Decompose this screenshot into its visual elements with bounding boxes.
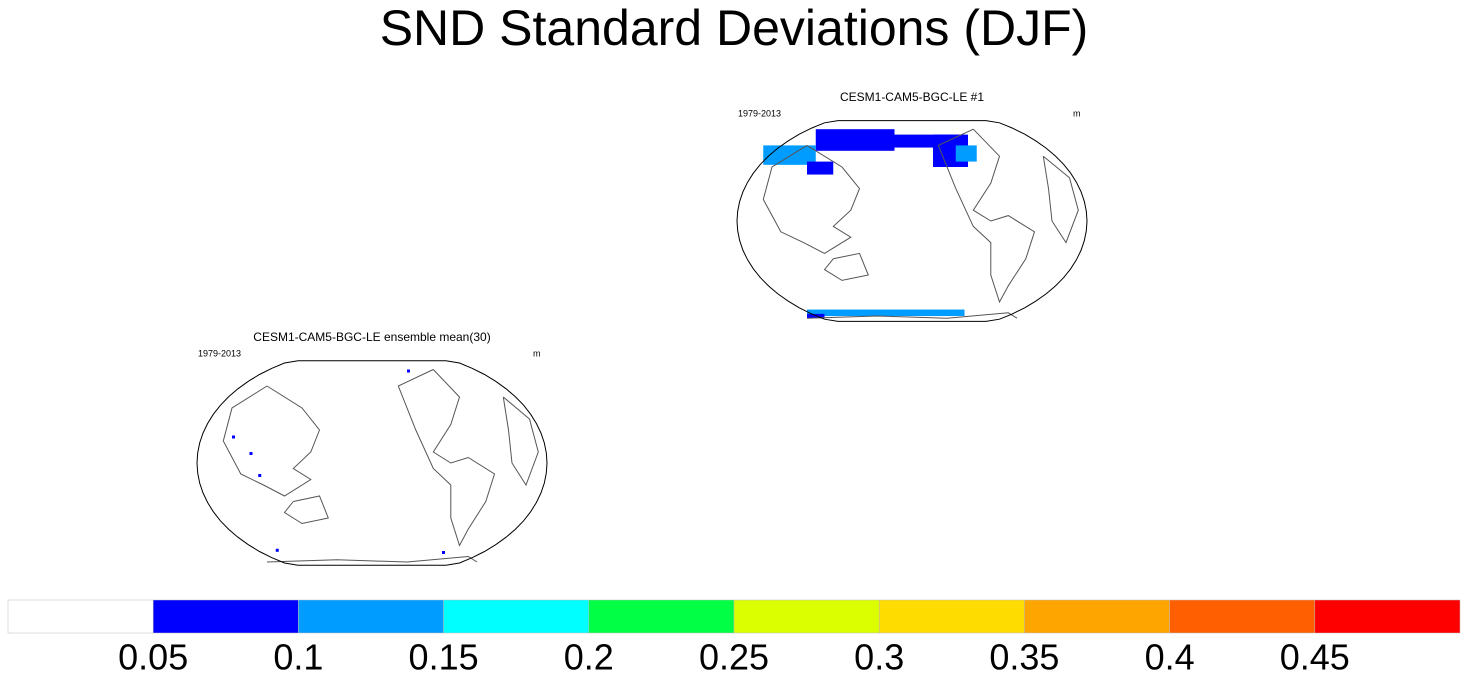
snow-patch: [275, 548, 279, 552]
colorbar-label: 0.2: [564, 637, 614, 678]
colorbar-label: 0.25: [699, 637, 769, 678]
figure-title: SND Standard Deviations (DJF): [380, 0, 1089, 56]
snow-patch: [232, 435, 235, 439]
snow-patch: [407, 369, 410, 373]
coastline: [266, 555, 478, 563]
map-outline: [736, 120, 1088, 322]
colorbar-box: [733, 599, 880, 634]
panel-right-label: m: [533, 348, 541, 358]
snow-patch: [815, 129, 895, 151]
colorbar-box: [1314, 599, 1461, 634]
snow-patch: [442, 551, 445, 554]
colorbar-box: [588, 599, 735, 634]
colorbar-box: [878, 599, 1025, 634]
colorbar-label: 0.1: [273, 637, 323, 678]
snow-patch: [763, 145, 816, 165]
colorbar-label: 0.05: [118, 637, 188, 678]
snow-patch: [807, 309, 965, 317]
map-outline: [196, 360, 548, 566]
colorbar-label: 0.4: [1145, 637, 1195, 678]
colorbar-box: [443, 599, 590, 634]
snow-patch: [249, 452, 253, 455]
coastline: [283, 495, 329, 525]
coastline: [1042, 155, 1079, 244]
coastline: [937, 128, 1036, 304]
colorbar-box: [152, 599, 299, 634]
coastline: [762, 144, 861, 254]
map-panel: CESM1-CAM5-BGC-LE #1 1979-2013 m: [736, 90, 1088, 322]
panel-title: CESM1-CAM5-BGC-LE #1: [840, 90, 984, 104]
colorbar-label: 0.45: [1280, 637, 1350, 678]
colorbar-box: [1169, 599, 1316, 634]
coastline: [222, 385, 321, 497]
colorbar-box: [1024, 599, 1170, 634]
panel-right-label: m: [1073, 108, 1081, 118]
panel-left-label: 1979-2013: [738, 108, 781, 118]
panel-left-label: 1979-2013: [198, 348, 241, 358]
panel-title: CESM1-CAM5-BGC-LE ensemble mean(30): [253, 330, 490, 344]
snow-patch: [258, 474, 262, 477]
coastline: [823, 252, 869, 281]
map-panel: CESM1-CAM5-BGC-LE ensemble mean(30) 1979-…: [196, 330, 548, 566]
colorbar-label: 0.35: [989, 637, 1059, 678]
colorbar-box: [298, 599, 444, 634]
snow-patch: [807, 161, 834, 175]
coastline: [502, 396, 539, 487]
coastline: [397, 369, 496, 547]
snow-patch: [955, 145, 977, 162]
colorbar-box: [7, 599, 154, 634]
colorbar-label: 0.15: [409, 637, 479, 678]
colorbar-label: 0.3: [854, 637, 904, 678]
